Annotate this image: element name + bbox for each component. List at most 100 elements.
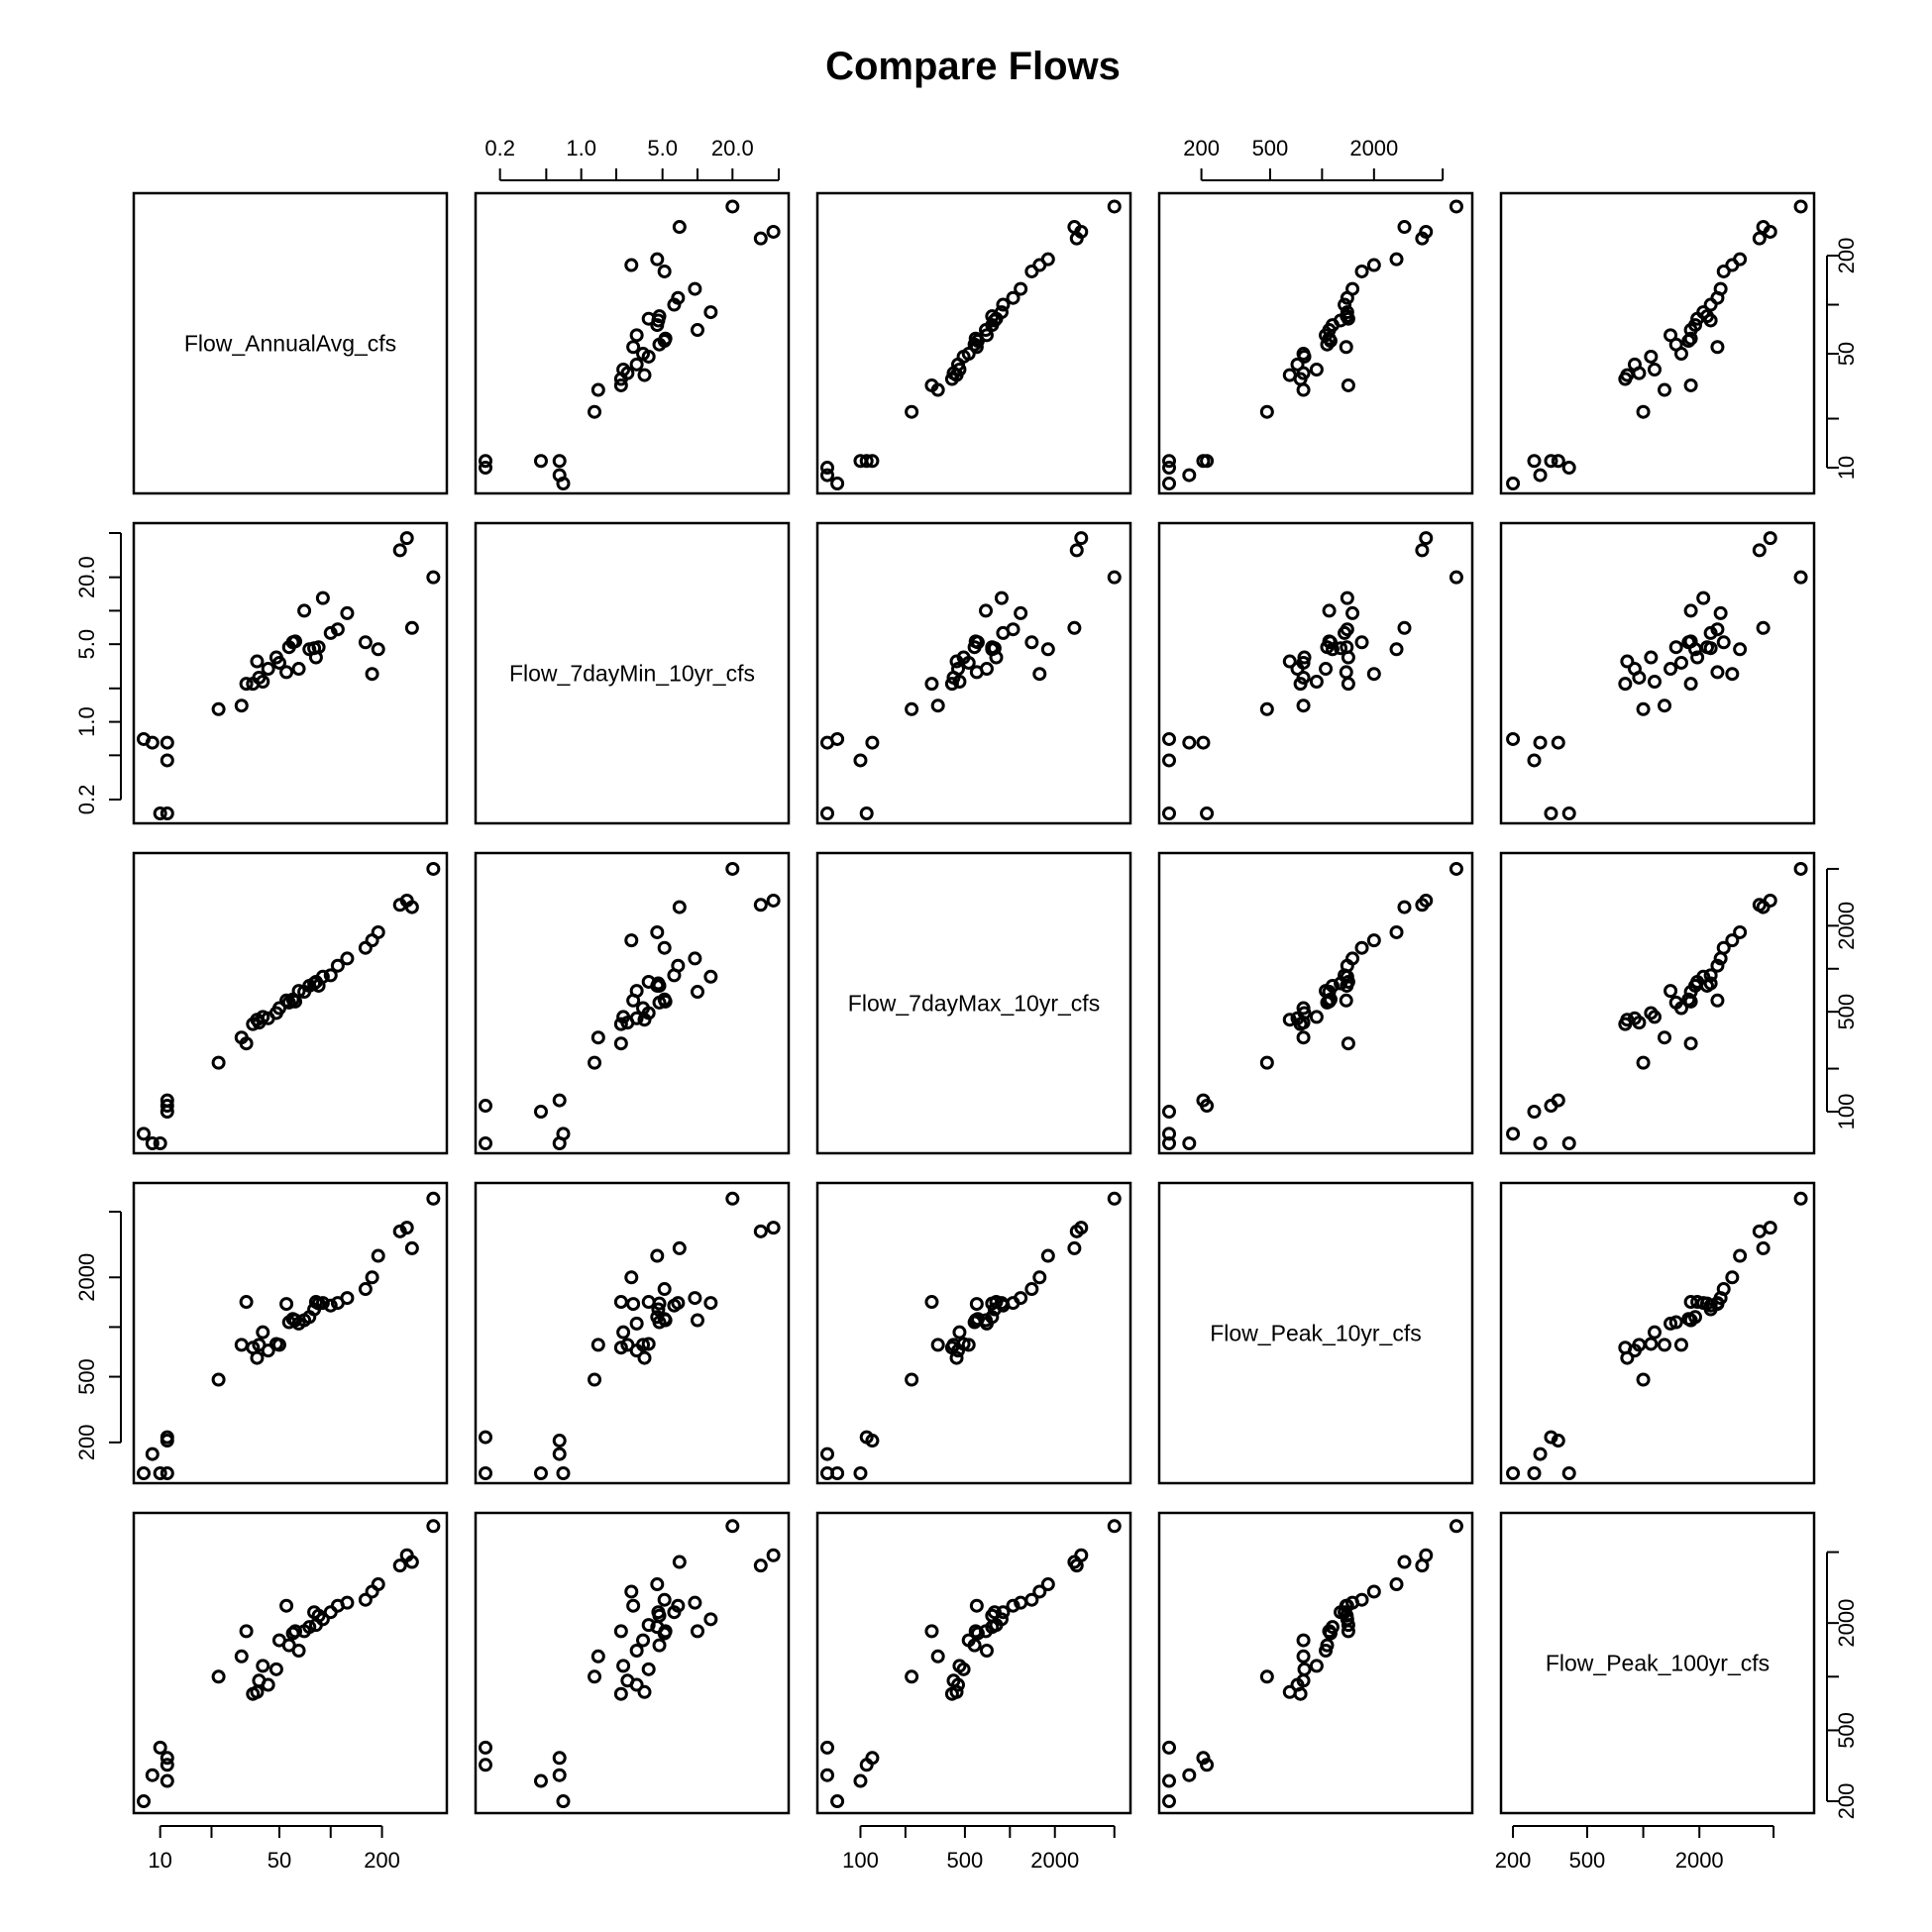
data-point [1647,1325,1662,1340]
panel-Flow_7dayMax_10yr_cfs-vs-Flow_Peak_10yr_cfs [1157,851,1474,1155]
data-point [1756,900,1771,914]
data-point [1345,281,1360,296]
data-point [753,1558,768,1573]
data-point [1793,861,1808,876]
data-point [961,655,976,670]
data-point [1683,331,1698,346]
data-point [250,654,265,669]
data-point [533,454,548,469]
data-point [1024,1282,1039,1297]
data-point [1627,662,1642,677]
data-point [479,1430,492,1445]
data-point [703,969,718,984]
data-point [399,1221,414,1235]
data-point [629,357,644,372]
data-point [930,698,945,713]
data-point [1006,290,1020,305]
data-point [302,1620,317,1635]
tick-label: 2000 [1030,1848,1079,1873]
data-point [613,1036,628,1051]
data-point [1725,667,1740,682]
tick-label: 20.0 [74,556,99,598]
data-point [967,1638,982,1653]
data-point [725,1191,740,1206]
data-point [1688,318,1703,333]
data-point [160,735,174,750]
tick-label: 2000 [1349,136,1398,161]
data-point [924,677,939,692]
data-point [766,893,781,908]
data-point [1627,357,1642,372]
data-point [1527,1466,1542,1480]
data-point [145,1136,160,1150]
data-point [479,461,492,476]
data-point [1551,454,1565,469]
data-point [979,603,994,618]
tick-label: 200 [364,1848,400,1873]
data-point [650,252,665,267]
data-point [1162,753,1176,768]
data-point [261,662,275,677]
data-point [725,199,740,214]
data-point [211,701,226,716]
data-point [690,1313,704,1328]
data-point [1389,1577,1404,1592]
data-point [479,1099,492,1114]
data-point [613,1295,628,1310]
data-point [1296,655,1311,670]
data-point [160,1099,174,1114]
data-point [1644,349,1659,364]
data-point [949,1350,964,1365]
data-point [399,531,414,546]
tick-label: 500 [1252,136,1289,161]
panel-frame [132,1511,449,1815]
data-point [323,968,338,983]
tick-label: 200 [74,1424,99,1460]
data-point [153,1740,167,1755]
data-point [1506,1466,1521,1480]
data-point [688,281,702,296]
data-point [590,1649,605,1664]
data-point [1664,1316,1678,1331]
data-point [1162,1740,1176,1755]
data-point [1733,924,1748,939]
data-point [766,1548,781,1562]
data-point [1716,940,1731,955]
tick-label: 0.2 [484,136,515,161]
data-point [1389,642,1404,657]
data-point [1200,1758,1215,1772]
panel-frame [132,851,449,1155]
data-point [479,1466,492,1480]
data-point [145,735,160,750]
data-point [1397,620,1412,635]
data-point [613,377,628,392]
data-point [1354,1592,1369,1607]
data-point [956,1662,971,1676]
data-point [1366,258,1381,272]
data-point [1647,675,1662,690]
data-point [1200,806,1215,820]
data-point [590,1338,605,1352]
variable-label: Flow_7dayMax_10yr_cfs [848,991,1100,1017]
data-point [626,1598,641,1613]
data-point [588,1372,602,1387]
data-point [753,231,768,246]
y-axis-Flow_7dayMax_10yr_cfs: 100 500 2000 [1826,867,1859,1129]
data-point [636,347,651,362]
data-point [650,1577,665,1592]
data-point [1415,543,1430,558]
data-point [311,640,326,655]
data-point [859,806,874,820]
data-point [1296,1633,1311,1648]
data-point [650,924,665,939]
panel-frame [1157,1511,1474,1815]
data-point [672,1555,687,1569]
data-point [994,305,1009,320]
data-point [952,1325,967,1340]
data-point [616,363,631,377]
data-point [371,1248,385,1263]
data-point [1627,1011,1642,1025]
data-point [1658,698,1672,713]
data-point [1713,605,1728,620]
data-point [1162,1794,1176,1809]
